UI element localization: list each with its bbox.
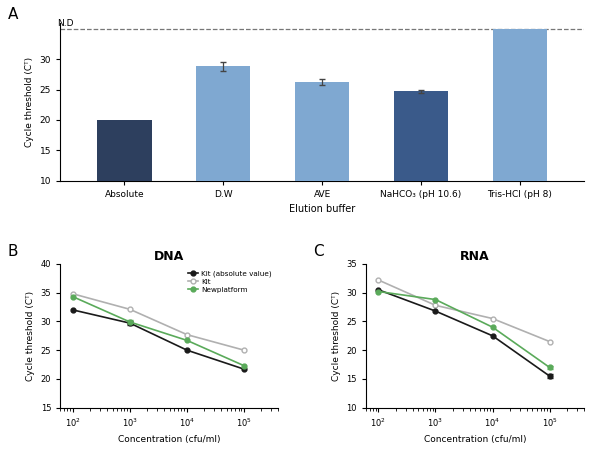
Kit (absolute value) (240, 366, 247, 372)
Line: Kit (absolute value): Kit (absolute value) (70, 308, 246, 371)
Bar (492, 29, 547, 242)
Y-axis label: Cycle threshold (Cᵀ): Cycle threshold (Cᵀ) (25, 57, 34, 147)
Line: Kit: Kit (70, 291, 246, 352)
Y-axis label: Cycle threshold (Cᵀ): Cycle threshold (Cᵀ) (26, 291, 35, 381)
Legend: Kit (absolute value), Kit, Newplatform: Kit (absolute value), Kit, Newplatform (185, 268, 275, 295)
Kit (absolute value) (184, 347, 191, 353)
Text: B: B (8, 244, 18, 259)
Kit (126, 307, 134, 312)
Bar (196, 67, 250, 242)
Text: N.D: N.D (57, 19, 73, 28)
Newplatform (184, 337, 191, 343)
Newplatform (126, 319, 134, 325)
Bar (394, 92, 448, 242)
Kit (absolute value) (69, 307, 76, 313)
Y-axis label: Cycle threshold (Cᵀ): Cycle threshold (Cᵀ) (332, 291, 341, 381)
X-axis label: Elution buffer: Elution buffer (289, 204, 355, 214)
Title: DNA: DNA (154, 250, 184, 263)
Newplatform (69, 294, 76, 299)
Line: Newplatform: Newplatform (70, 294, 246, 368)
Bar (295, 82, 349, 242)
Kit (69, 291, 76, 297)
Bar (98, 120, 152, 242)
X-axis label: Concentration (cfu/ml): Concentration (cfu/ml) (118, 435, 220, 443)
Kit (absolute value) (126, 320, 134, 326)
Kit (240, 347, 247, 353)
Kit (184, 332, 191, 337)
Title: RNA: RNA (460, 250, 489, 263)
Newplatform (240, 363, 247, 368)
X-axis label: Concentration (cfu/ml): Concentration (cfu/ml) (424, 435, 526, 443)
Text: C: C (314, 244, 324, 259)
Text: A: A (8, 7, 18, 22)
